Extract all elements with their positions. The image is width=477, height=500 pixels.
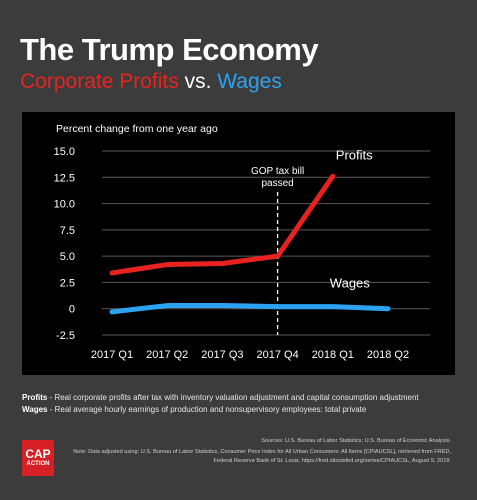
x-tick-label: 2017 Q2 — [146, 349, 188, 361]
x-tick-label: 2018 Q1 — [312, 349, 354, 361]
sources-text: Sources: U.S. Bureau of Labor Statistics… — [261, 438, 451, 444]
data-point-wages — [332, 306, 334, 308]
data-point-profits — [166, 264, 168, 266]
series-label-profits: Profits — [336, 147, 373, 162]
subtitle-vs: vs. — [184, 70, 212, 93]
data-point-wages — [166, 305, 168, 307]
y-tick-label: 0 — [69, 304, 75, 316]
x-tick-label: 2017 Q4 — [256, 349, 298, 361]
data-point-profits — [332, 175, 334, 177]
y-tick-label: 15.0 — [54, 146, 75, 158]
subtitle-profits: Corporate Profits — [20, 70, 179, 93]
data-point-wages — [277, 306, 279, 308]
footnote-wages-text: - Real average hourly earnings of produc… — [47, 405, 367, 414]
subtitle-wages: Wages — [217, 70, 282, 93]
y-tick-label: -2.5 — [56, 330, 75, 342]
y-tick-label: 2.5 — [60, 277, 75, 289]
x-tick-label: 2018 Q2 — [367, 349, 409, 361]
series-line-wages — [109, 303, 391, 315]
series-label-wages: Wages — [330, 276, 370, 291]
annotation: GOP tax bill passed — [251, 166, 304, 335]
data-point-profits — [277, 255, 279, 257]
sources-note: Note: Data adjusted using: U.S. Bureau o… — [73, 449, 451, 464]
footnote-wages: Wages - Real average hourly earnings of … — [22, 404, 462, 416]
x-tick-label: 2017 Q1 — [91, 349, 133, 361]
data-point-wages — [387, 308, 389, 310]
footnote-profits-label: Profits — [22, 393, 48, 402]
annotation-line-1: GOP tax bill — [251, 166, 304, 177]
sources-block: Sources: U.S. Bureau of Labor Statistics… — [71, 437, 451, 466]
logo-line-1: CAP — [25, 447, 51, 461]
footnotes: Profits - Real corporate profits after t… — [22, 392, 462, 416]
y-tick-labels: 15.0 12.5 10.0 7.5 5.0 2.5 0 -2.5 — [54, 146, 75, 342]
chart-subtitle: Corporate Profits vs. Wages — [20, 70, 282, 94]
data-point-wages — [111, 311, 113, 313]
chart-title: The Trump Economy — [20, 32, 319, 67]
y-tick-label: 7.5 — [60, 225, 75, 237]
y-tick-label: 12.5 — [54, 172, 75, 184]
annotation-line-2: passed — [261, 178, 293, 189]
footnote-wages-label: Wages — [22, 405, 48, 414]
data-point-profits — [221, 263, 223, 265]
series-lines — [109, 173, 391, 315]
data-point-wages — [221, 305, 223, 307]
cap-action-logo: CAP ACTION — [22, 440, 54, 476]
y-tick-label: 10.0 — [54, 199, 75, 211]
footnote-profits: Profits - Real corporate profits after t… — [22, 392, 462, 404]
line-chart: Percent change from one year ago 15.0 12.… — [54, 123, 430, 361]
y-tick-label: 5.0 — [60, 251, 75, 263]
x-tick-labels: 2017 Q1 2017 Q2 2017 Q3 2017 Q4 2018 Q1 2018 … — [91, 349, 409, 361]
chart-panel: Percent change from one year ago 15.0 12.… — [22, 112, 455, 375]
x-tick-label: 2017 Q3 — [201, 349, 243, 361]
data-point-profits — [111, 272, 113, 274]
y-axis-label: Percent change from one year ago — [56, 123, 218, 135]
series-line-profits — [109, 173, 336, 276]
footnote-profits-text: - Real corporate profits after tax with … — [47, 393, 419, 402]
logo-line-2: ACTION — [26, 461, 50, 467]
